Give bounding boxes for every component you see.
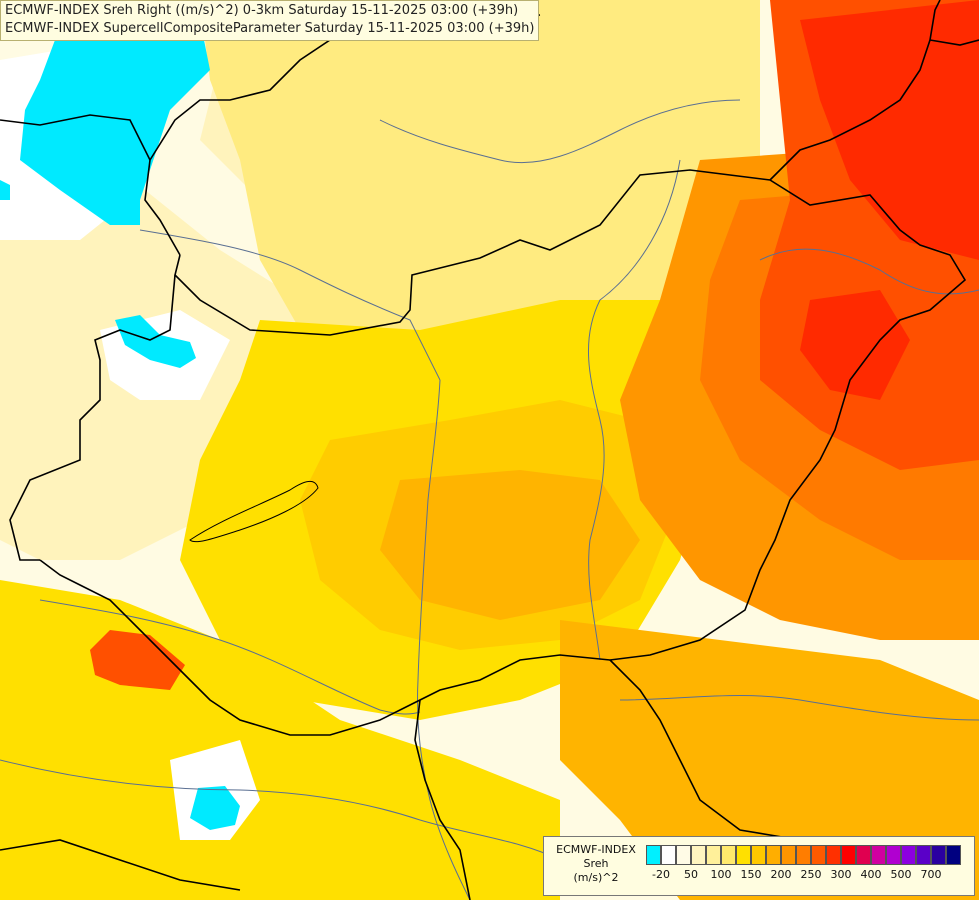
legend-title-line-1: ECMWF-INDEX [556, 843, 636, 856]
legend-tick-label: 200 [770, 868, 792, 881]
legend-swatch [931, 845, 946, 865]
title-line-1: ECMWF-INDEX Sreh Right ((m/s)^2) 0-3km S… [5, 3, 519, 18]
red-region-southwest [90, 630, 185, 690]
border-ukraine [769, 0, 941, 181]
legend-swatch [706, 845, 721, 865]
river-sava [0, 759, 561, 861]
river-tisza [587, 159, 681, 661]
legend-title-line-2: Sreh [583, 857, 609, 870]
legend-swatch [871, 845, 886, 865]
border-west [9, 274, 176, 561]
river-danube-south [417, 379, 471, 900]
red-region-northeast [800, 0, 979, 260]
border-east-edge [929, 39, 979, 46]
legend-swatch [781, 845, 796, 865]
border-north-west [0, 114, 151, 161]
legend-swatch [661, 845, 676, 865]
orange-region-southeast [560, 620, 979, 900]
border-croatia-serbia [414, 699, 471, 900]
legend-tick-label: 500 [890, 868, 912, 881]
legend-tick-label: 150 [740, 868, 762, 881]
legend-title: ECMWF-INDEX Sreh (m/s)^2 [548, 843, 644, 885]
legend-swatch [841, 845, 856, 865]
river-danube-north [139, 229, 441, 381]
legend-swatch [676, 845, 691, 865]
river-southeast [619, 695, 979, 721]
legend-swatch [826, 845, 841, 865]
river-north [379, 99, 741, 164]
legend-title-line-3: (m/s)^2 [573, 871, 619, 884]
cyan-patch-southwest [190, 786, 240, 830]
title-line-2: ECMWF-INDEX SupercellCompositeParameter … [5, 21, 535, 36]
cyan-patch-west [115, 315, 196, 368]
border-south-west [0, 839, 241, 891]
legend-tick-label: 100 [710, 868, 732, 881]
legend-swatch [886, 845, 901, 865]
legend-swatch [811, 845, 826, 865]
legend-swatch [766, 845, 781, 865]
legend-tick-label: -20 [652, 868, 670, 881]
legend-swatch [901, 845, 916, 865]
legend-swatch [646, 845, 661, 865]
river-east [759, 248, 979, 295]
cyan-patch-left-edge [0, 180, 10, 200]
legend-tick-label: 300 [830, 868, 852, 881]
legend-swatch [946, 845, 961, 865]
legend-swatch [736, 845, 751, 865]
lake-balaton [189, 481, 319, 543]
legend-tick-label: 400 [860, 868, 882, 881]
yellow-region-main [200, 0, 760, 360]
legend-swatch [691, 845, 706, 865]
border-hungary [39, 169, 967, 736]
orange-region-core [380, 470, 640, 620]
legend-tick-label: 50 [684, 868, 698, 881]
legend-swatch [721, 845, 736, 865]
legend-swatch [916, 845, 931, 865]
legend-swatch [796, 845, 811, 865]
legend-swatch [751, 845, 766, 865]
legend-swatch [856, 845, 871, 865]
legend-tick-label: 700 [920, 868, 942, 881]
color-legend: ECMWF-INDEX Sreh (m/s)^2 -20 50 100 150 200 2… [543, 836, 975, 896]
title-box: ECMWF-INDEX Sreh Right ((m/s)^2) 0-3km S… [0, 0, 540, 41]
red-region-east-mid [800, 290, 910, 400]
legend-tick-label: 250 [800, 868, 822, 881]
